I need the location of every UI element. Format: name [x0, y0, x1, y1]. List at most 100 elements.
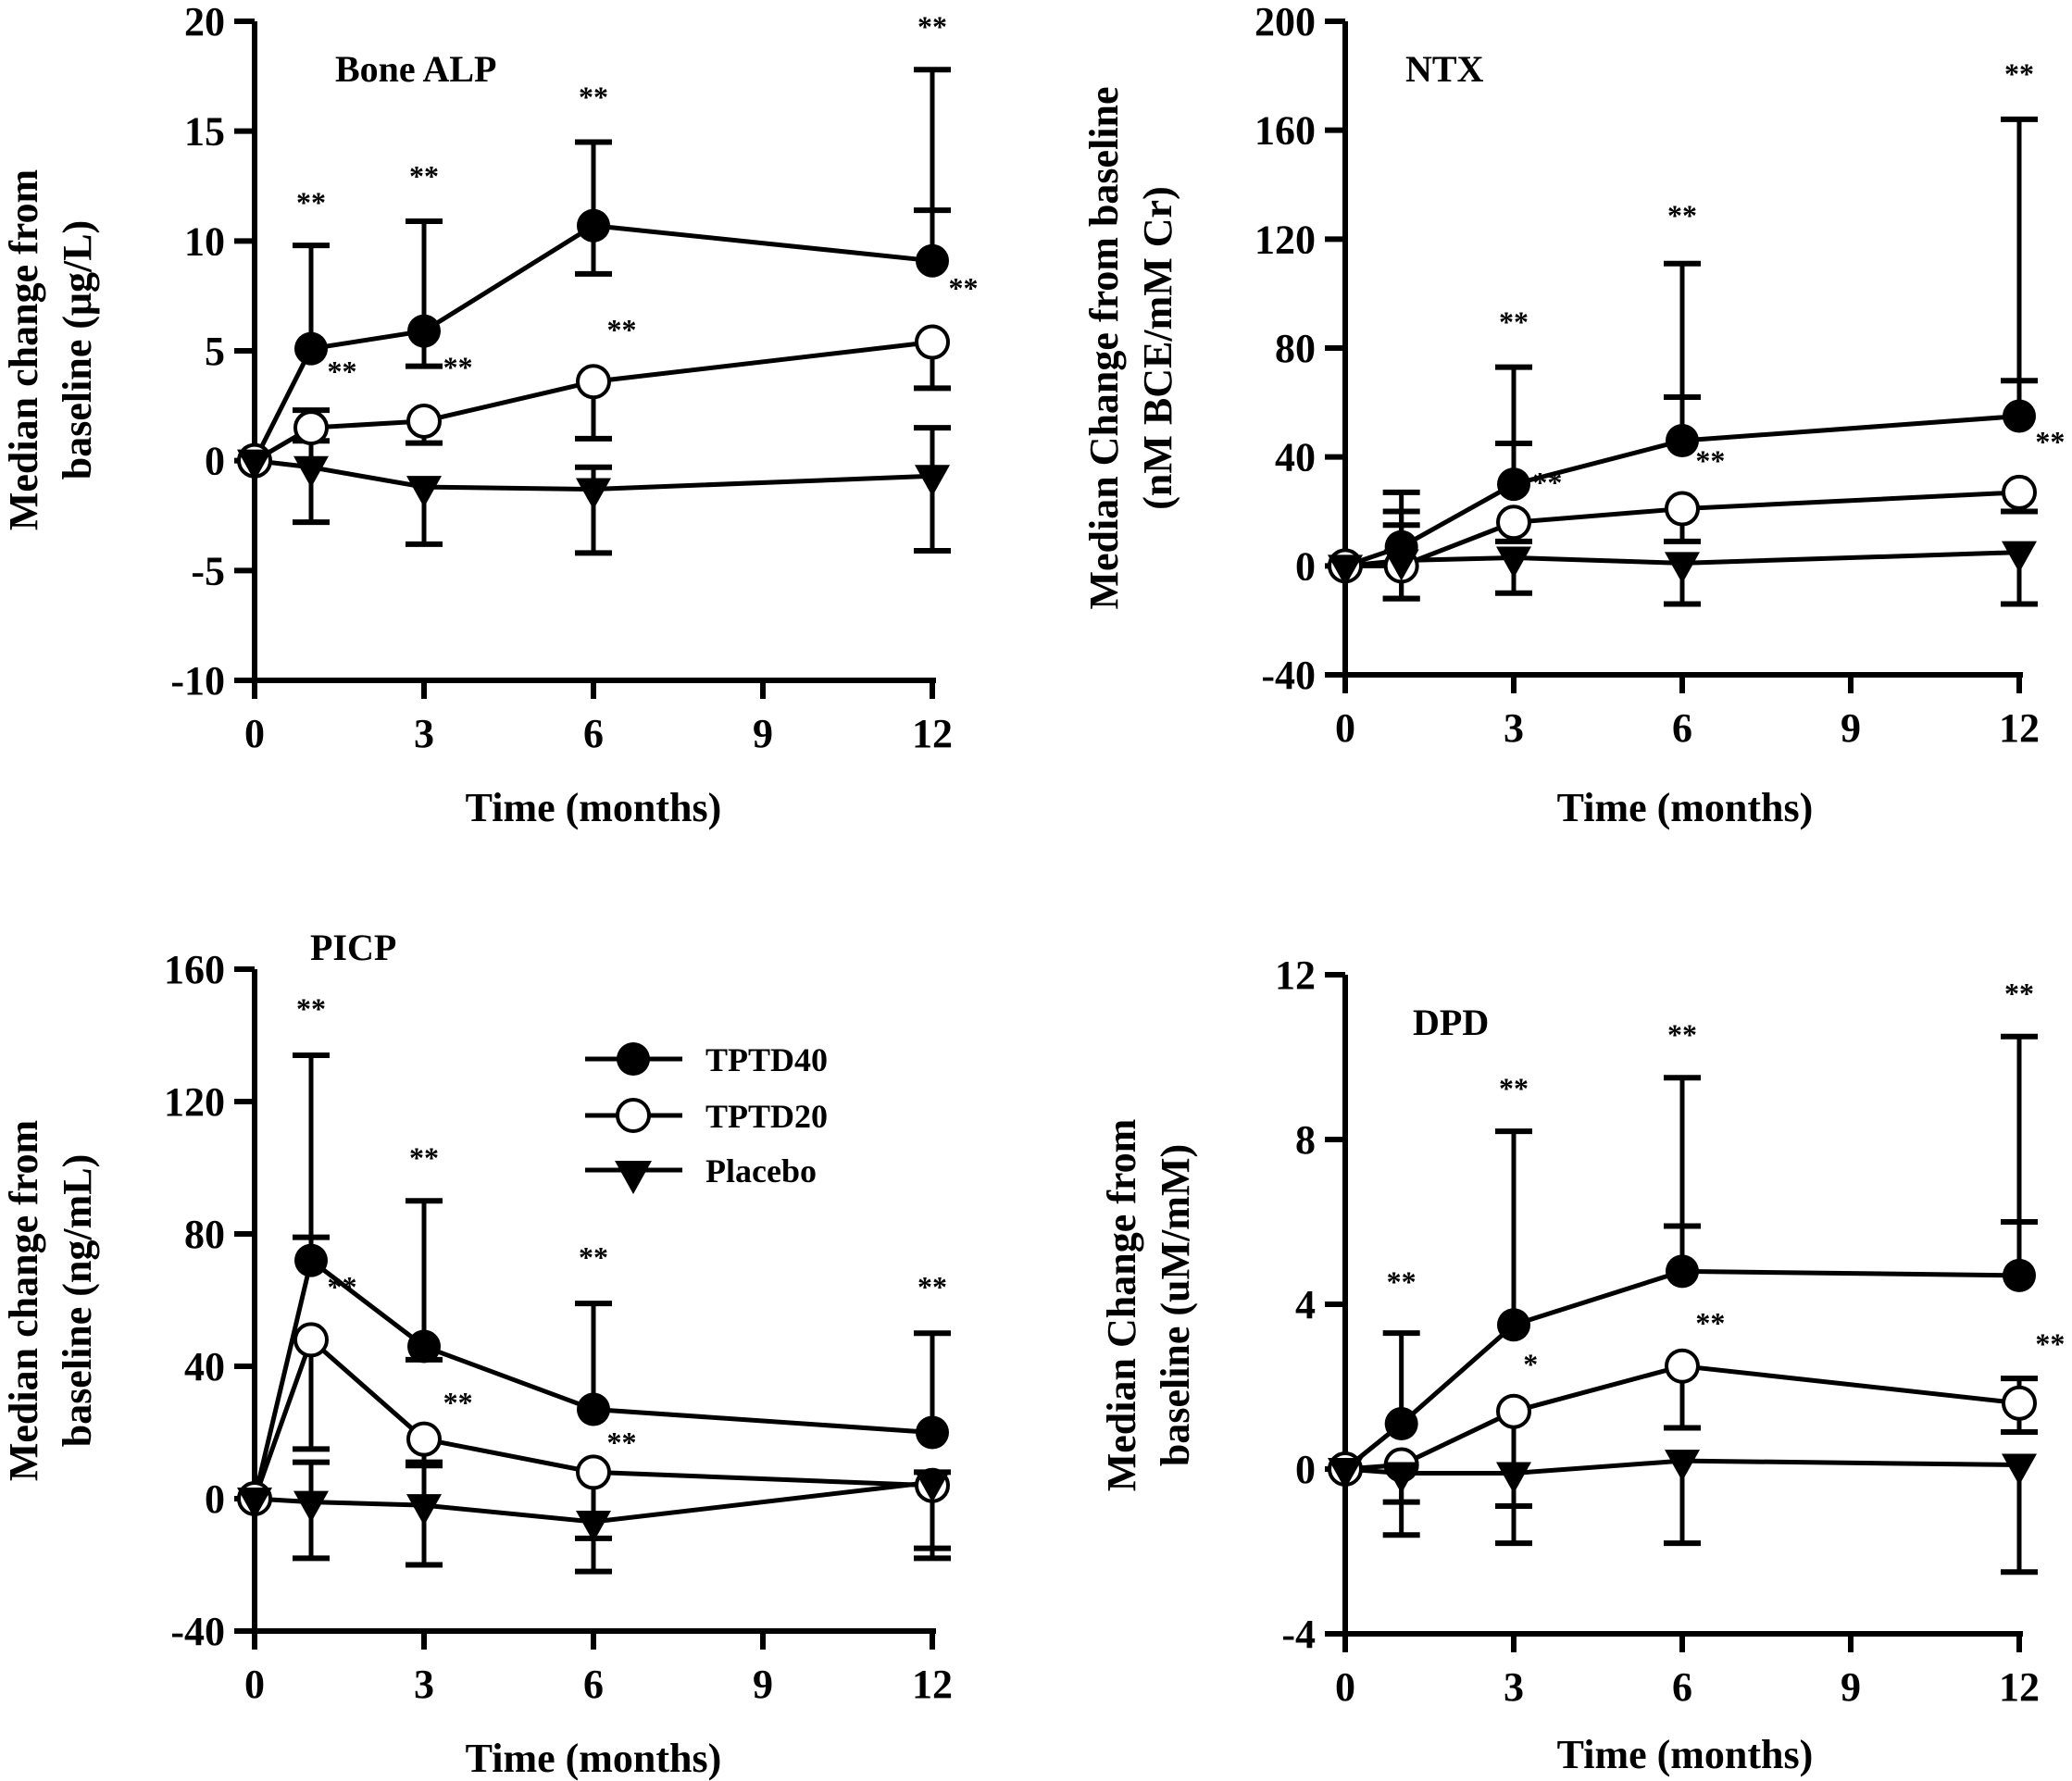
data-point-tptd20 [1496, 1393, 1531, 1429]
y-tick-label: 200 [1254, 0, 1316, 44]
x-tick-label: 9 [753, 1662, 773, 1707]
y-axis-title-line1: Median change from [1, 169, 46, 530]
x-tick-label: 12 [1999, 1664, 2040, 1710]
data-point-tptd20 [1496, 504, 1531, 541]
x-tick-label: 3 [414, 711, 434, 756]
data-point-tptd40 [407, 1329, 441, 1364]
data-point-tptd20 [576, 1454, 611, 1490]
data-point-placebo [915, 1471, 950, 1503]
data-point-tptd40 [2003, 399, 2036, 433]
significance-marker: ** [409, 1141, 439, 1175]
significance-marker: ** [1667, 1018, 1697, 1052]
y-tick-label: -40 [170, 1609, 225, 1654]
y-tick-label: -40 [1261, 653, 1316, 698]
data-point-tptd20 [2002, 474, 2037, 510]
legend-label: TPTD20 [705, 1098, 828, 1135]
significance-marker: ** [607, 313, 637, 346]
data-point-tptd40 [2003, 1258, 2036, 1292]
legend-item-placebo: Placebo [585, 1152, 817, 1194]
legend-item-tptd40: TPTD40 [585, 1041, 828, 1078]
data-point-tptd20 [406, 403, 442, 439]
y-tick-label: 12 [1275, 953, 1316, 998]
data-point-tptd40 [916, 1415, 949, 1450]
x-axis-title: Time (months) [466, 1736, 722, 1781]
panel-dpd: DPD Time (months) Median Change from bas… [1099, 953, 2065, 1777]
data-point-tptd40 [577, 208, 610, 243]
data-point-placebo [1328, 554, 1363, 587]
data-point-tptd20 [293, 1322, 329, 1358]
data-point-placebo [1328, 1458, 1363, 1489]
x-tick-label: 6 [1672, 705, 1692, 751]
x-tick-label: 12 [912, 1662, 953, 1707]
y-tick-label: -4 [1281, 1612, 1316, 1657]
data-point-tptd40 [577, 1392, 610, 1426]
significance-marker: ** [1695, 443, 1725, 477]
significance-marker: ** [2035, 1326, 2065, 1360]
significance-marker: * [1523, 1348, 1538, 1381]
significance-marker: ** [1499, 305, 1529, 338]
legend-label: Placebo [705, 1152, 817, 1189]
x-tick-label: 6 [583, 1662, 604, 1707]
y-axis-title-line1: Median Change from [1099, 1119, 1144, 1492]
data-point-placebo [293, 1490, 329, 1523]
y-axis-title-line2: baseline (μg/L) [55, 220, 100, 480]
x-tick-label: 0 [1335, 705, 1355, 751]
x-tick-label: 0 [244, 1662, 265, 1707]
y-tick-label: 15 [184, 109, 225, 155]
x-tick-label: 3 [1504, 1664, 1524, 1710]
x-axis-title: Time (months) [1557, 1732, 1814, 1777]
x-tick-label: 0 [1335, 1664, 1355, 1710]
y-tick-label: 10 [184, 218, 225, 264]
significance-marker: ** [2035, 425, 2065, 458]
x-tick-label: 12 [1999, 705, 2040, 751]
y-tick-label: 120 [1254, 217, 1316, 262]
data-point-tptd40 [916, 243, 949, 278]
x-tick-label: 6 [583, 711, 604, 756]
y-tick-label: 0 [205, 439, 225, 484]
significance-marker: ** [443, 1386, 473, 1419]
panel-bone-alp: Bone ALP Time (months) Median change fro… [1, 0, 979, 830]
y-tick-label: 5 [205, 329, 225, 374]
data-point-placebo [2002, 541, 2037, 573]
y-tick-label: 160 [1254, 108, 1316, 154]
data-point-placebo [1383, 549, 1419, 581]
data-point-tptd20 [1665, 491, 1700, 527]
y-tick-label: 80 [1275, 326, 1316, 371]
data-point-placebo [406, 476, 442, 508]
data-point-placebo [1383, 1462, 1419, 1494]
data-point-tptd40 [294, 1243, 328, 1277]
y-tick-label: 8 [1295, 1117, 1316, 1163]
significance-marker: ** [949, 271, 979, 305]
significance-marker: ** [296, 185, 326, 218]
legend-marker-filled-circle [617, 1042, 650, 1076]
y-tick-label: 4 [1295, 1282, 1316, 1327]
significance-marker: ** [2004, 977, 2034, 1010]
data-point-placebo [2002, 1453, 2037, 1486]
y-axis-title-line1: Median Change from baseline [1081, 86, 1127, 609]
significance-marker: ** [1499, 1072, 1529, 1105]
legend-marker-open-circle [616, 1098, 651, 1133]
y-tick-label: 80 [184, 1212, 225, 1257]
significance-marker: ** [2004, 57, 2034, 91]
data-point-tptd40 [1497, 1308, 1530, 1342]
significance-marker: ** [328, 1270, 357, 1303]
panel-picp: PICP Time (months) Median change from ba… [1, 927, 953, 1781]
x-tick-label: 9 [753, 711, 773, 756]
legend-marker-triangle-down [615, 1161, 652, 1194]
significance-marker: ** [917, 10, 947, 44]
y-tick-label: 40 [184, 1344, 225, 1389]
significance-marker: ** [443, 350, 473, 383]
data-point-tptd40 [1497, 467, 1530, 502]
legend-item-tptd20: TPTD20 [585, 1098, 828, 1135]
significance-marker: ** [328, 355, 357, 388]
x-tick-label: 6 [1672, 1664, 1692, 1710]
significance-marker: ** [1532, 466, 1562, 499]
significance-marker: ** [607, 1426, 637, 1459]
data-point-tptd20 [293, 410, 329, 446]
panel-title: DPD [1413, 1002, 1489, 1043]
panel-title: Bone ALP [335, 48, 496, 90]
data-point-tptd40 [1666, 424, 1699, 458]
legend-label: TPTD40 [705, 1041, 828, 1078]
significance-marker: ** [409, 159, 439, 193]
